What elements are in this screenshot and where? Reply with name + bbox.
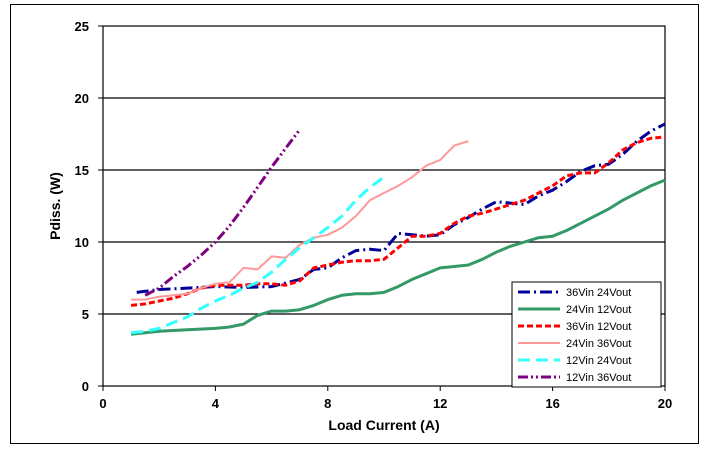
series-line-12vin-24vout (130, 175, 385, 335)
y-axis-label: Pdiss. (W) (47, 172, 63, 240)
legend-label: 12Vin 24Vout (566, 355, 631, 367)
x-tick-label: 20 (658, 396, 672, 411)
y-tick-label: 5 (82, 307, 89, 322)
x-tick-label: 16 (545, 396, 559, 411)
legend-label: 24Vin 12Vout (566, 304, 631, 316)
y-tick-label: 10 (75, 235, 89, 250)
legend: 36Vin 24Vout 24Vin 12Vout 36Vin 12Vout 24Vi… (511, 281, 662, 388)
x-axis-label: Load Current (A) (328, 417, 439, 433)
legend-label: 12Vin 36Vout (566, 372, 631, 384)
x-tick-label: 4 (212, 396, 220, 411)
legend-box (511, 281, 662, 388)
series-line-12vin-36vout (144, 128, 301, 297)
series-line-24vin-12vout (130, 178, 666, 336)
series-line-36vin-24vout (136, 122, 666, 294)
plot-area (102, 25, 666, 387)
y-tick-label: 20 (75, 91, 89, 106)
series-line-24vin-36vout (131, 140, 469, 301)
series-line-36vin-12vout (130, 135, 666, 307)
x-tick-label: 12 (433, 396, 447, 411)
x-tick-label: 0 (99, 396, 106, 411)
legend-label: 36Vin 24Vout (566, 287, 631, 299)
y-tick-label: 15 (75, 163, 89, 178)
y-tick-label: 25 (75, 19, 89, 34)
legend-label: 24Vin 36Vout (566, 338, 631, 350)
legend-label: 36Vin 12Vout (566, 321, 631, 333)
series-layer (130, 122, 666, 336)
y-tick-label: 0 (82, 379, 89, 394)
x-tick-label: 8 (324, 396, 331, 411)
axis-ticks: 0 5 10 15 20 25 0 4 8 12 16 20 (75, 19, 673, 411)
